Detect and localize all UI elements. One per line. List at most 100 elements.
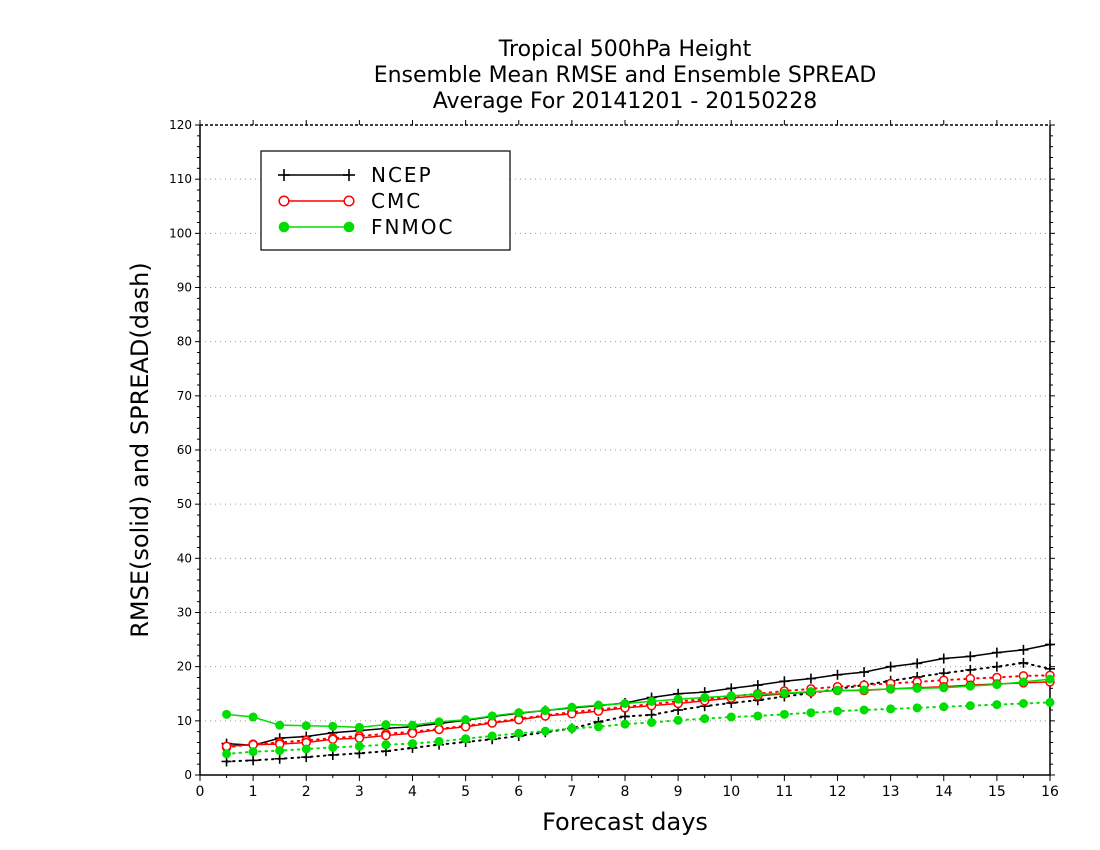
y-tick-label-40: 40: [177, 551, 192, 565]
series-ncep-rmse-line: [226, 643, 1051, 746]
series-ncep-rmse-point: [938, 653, 949, 664]
legend-label-fnmoc: FNMOC: [371, 215, 454, 239]
series-fnmoc-rmse-point: [753, 689, 763, 699]
series-fnmoc-rmse-point: [806, 687, 816, 697]
series-cmc-rmse-point: [381, 730, 391, 741]
series-fnmoc-spread-point: [461, 734, 471, 744]
series-fnmoc-rmse-point: [620, 699, 630, 708]
x-axis-label: Forecast days: [542, 808, 708, 836]
legend-marker-end-cmc: [343, 195, 355, 207]
series-ncep-rmse-point: [859, 667, 870, 678]
series-fnmoc-rmse-point: [301, 721, 311, 731]
chart-title-line-2: Ensemble Mean RMSE and Ensemble SPREAD: [373, 63, 877, 88]
x-tick-label-10: 10: [722, 784, 740, 800]
series-fnmoc-rmse-point: [487, 711, 497, 721]
series-fnmoc-spread-point: [939, 702, 949, 712]
y-tick-label-30: 30: [177, 606, 192, 620]
series-fnmoc-rmse-point: [461, 715, 471, 725]
series-fnmoc-spread-point: [673, 715, 683, 725]
series-fnmoc-spread-point: [886, 704, 896, 714]
series-ncep-spread-point: [1018, 657, 1029, 668]
series-fnmoc-spread-point: [647, 717, 657, 727]
series-cmc-rmse-point: [221, 741, 232, 752]
legend-marker-end-ncep: [343, 169, 355, 181]
y-tick-label-60: 60: [177, 443, 192, 457]
y-tick-label-100: 100: [169, 226, 192, 240]
x-tick-label-6: 6: [514, 784, 523, 800]
series-fnmoc-rmse-point: [540, 706, 550, 716]
series-fnmoc-spread-point: [965, 701, 975, 711]
series-fnmoc-rmse-point: [859, 685, 869, 695]
series-fnmoc-rmse-point: [354, 722, 364, 732]
y-axis-label: RMSE(solid) and SPREAD(dash): [126, 262, 154, 638]
series-fnmoc-spread-point: [833, 706, 842, 716]
series-fnmoc-spread-point: [222, 749, 232, 759]
series-fnmoc-rmse-point: [1018, 677, 1028, 687]
series-fnmoc-rmse-point: [833, 686, 842, 695]
series-fnmoc-spread-point: [779, 709, 789, 719]
series-group: [221, 639, 1055, 767]
series-fnmoc-rmse-point: [647, 696, 657, 706]
series-ncep-rmse-point: [752, 680, 763, 691]
x-tick-label-2: 2: [302, 784, 311, 800]
series-ncep-rmse-point: [912, 658, 923, 669]
series-ncep-rmse-point: [805, 673, 816, 684]
series-ncep-rmse-point: [885, 661, 896, 672]
series-fnmoc-rmse-point: [886, 684, 896, 694]
x-tick-label-13: 13: [882, 784, 900, 800]
series-fnmoc-spread-point: [753, 711, 763, 721]
x-tick-label-5: 5: [461, 784, 470, 800]
series-fnmoc-spread-point: [514, 728, 524, 738]
series-fnmoc-spread-point: [540, 726, 550, 736]
series-fnmoc-spread-point: [354, 741, 364, 751]
y-tick-label-120: 120: [169, 118, 192, 132]
series-fnmoc-spread-point: [301, 744, 311, 754]
series-cmc-rmse-point: [407, 728, 418, 739]
series-fnmoc-rmse-point: [408, 720, 417, 730]
x-tick-label-8: 8: [621, 784, 630, 800]
series-fnmoc-rmse-point: [700, 693, 710, 703]
series-cmc-spread-line: [225, 674, 1051, 749]
series-fnmoc-rmse-point: [593, 700, 603, 710]
chart-title-line-3: Average For 20141201 - 20150228: [432, 89, 818, 114]
series-fnmoc-spread-point: [328, 742, 338, 752]
x-tick-label-16: 16: [1041, 784, 1059, 800]
series-fnmoc-rmse-point: [434, 717, 444, 727]
series-fnmoc-spread-point: [859, 705, 869, 715]
series-fnmoc-rmse-point: [1045, 674, 1055, 684]
series-fnmoc-rmse-point: [939, 683, 949, 693]
y-tick-label-50: 50: [177, 497, 192, 511]
series-cmc-rmse-point: [434, 724, 444, 735]
series-fnmoc-spread-point: [992, 700, 1002, 710]
series-ncep-spread-point: [991, 661, 1002, 672]
legend-label-cmc: CMC: [371, 189, 422, 213]
legend-marker-start-fnmoc: [278, 221, 290, 233]
series-fnmoc-spread-point: [1045, 697, 1055, 707]
chart-title-line-1: Tropical 500hPa Height: [498, 37, 752, 62]
y-tick-label-110: 110: [169, 172, 192, 186]
series-fnmoc-spread-point: [487, 731, 497, 741]
series-ncep-spread-point: [248, 755, 259, 766]
series-fnmoc-rmse-point: [514, 708, 524, 718]
series-ncep-rmse-point: [779, 676, 790, 687]
series-fnmoc-spread-point: [912, 703, 922, 713]
series-fnmoc-spread-point: [620, 719, 630, 729]
series-ncep-spread-point: [274, 753, 285, 764]
series-fnmoc-rmse-point: [222, 709, 232, 719]
series-fnmoc-spread-point: [567, 723, 577, 733]
series-ncep-rmse-point: [1045, 639, 1055, 650]
x-tick-label-14: 14: [935, 784, 953, 800]
x-tick-label-1: 1: [249, 784, 258, 800]
legend-label-ncep: NCEP: [371, 163, 433, 187]
y-tick-label-20: 20: [177, 660, 192, 674]
series-ncep-rmse-point: [832, 669, 843, 680]
y-tick-label-10: 10: [177, 714, 192, 728]
series-fnmoc-spread-line: [225, 701, 1051, 755]
grid-lines: [200, 178, 1050, 722]
x-tick-label-15: 15: [988, 784, 1006, 800]
series-fnmoc-rmse-point: [912, 683, 922, 693]
series-fnmoc-rmse-point: [726, 691, 736, 701]
legend-marker-end-fnmoc: [343, 221, 355, 233]
